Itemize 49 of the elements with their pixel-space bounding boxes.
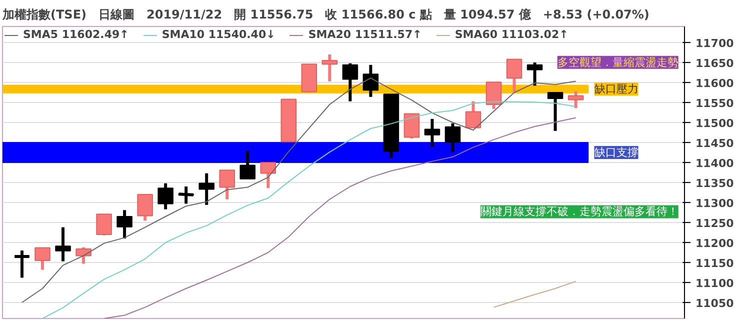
candlestick [342, 63, 358, 102]
candlestick [34, 247, 50, 270]
candlestick [14, 250, 30, 278]
candlestick [137, 194, 153, 220]
annotation: 多空觀望．量縮震盪走勢 [557, 56, 678, 69]
candlestick [444, 123, 461, 152]
candlestick [219, 170, 235, 200]
y-tick-label: 11700 [696, 37, 734, 50]
candlestick [424, 118, 440, 146]
chart-title: 加權指數(TSE) 日線圖 2019/11/22 開 11556.75 收 11566.80 c 點 量 1094.57 億 +8.53 (+0.07%) [2, 8, 650, 22]
candlestick [547, 92, 564, 131]
candlestick [526, 62, 543, 86]
line-series [493, 280, 576, 308]
y-tick-label: 11150 [696, 257, 734, 270]
y-tick-label: 11050 [696, 297, 734, 310]
candlestick [260, 162, 276, 188]
candlestick [506, 58, 522, 92]
legend-label: SMA5 11602.49↑ [23, 28, 129, 41]
candlestick [76, 247, 92, 264]
line-series [104, 117, 576, 318]
candlestick [362, 64, 379, 97]
legend-label: SMA60 11103.02↑ [454, 28, 568, 41]
y-tick-label: 11250 [696, 217, 734, 230]
candlestick [486, 82, 502, 109]
candlestick [465, 101, 482, 128]
candlestick [198, 173, 214, 205]
y-tick-label: 11350 [696, 177, 734, 190]
band-label: 缺口壓力 [594, 82, 638, 96]
y-tick-label: 11200 [696, 237, 734, 250]
candlestick [158, 183, 174, 210]
y-tick-label: 11450 [696, 137, 734, 150]
y-tick-label: 11300 [696, 197, 734, 210]
candlestick [55, 227, 71, 262]
y-tick-label: 11400 [696, 157, 734, 170]
y-tick-label: 11100 [696, 277, 734, 290]
candlestick [568, 91, 584, 108]
candlestick [240, 150, 256, 180]
legend-label: SMA10 11540.40↓ [162, 28, 276, 41]
candlestick [404, 113, 420, 138]
y-tick-label: 11600 [696, 77, 734, 90]
candlestick [322, 54, 338, 82]
y-tick-label: 11650 [696, 57, 734, 70]
band-label: 缺口支撐 [594, 146, 638, 159]
annotation: 關鍵月線支撐不破．走勢震盪偏多看待！ [480, 205, 678, 218]
y-tick-label: 11500 [696, 117, 734, 130]
candlestick [116, 210, 132, 238]
candlestick [96, 214, 112, 236]
y-tick-label: 11550 [696, 97, 734, 110]
legend-label: SMA20 11511.57↑ [308, 28, 422, 41]
